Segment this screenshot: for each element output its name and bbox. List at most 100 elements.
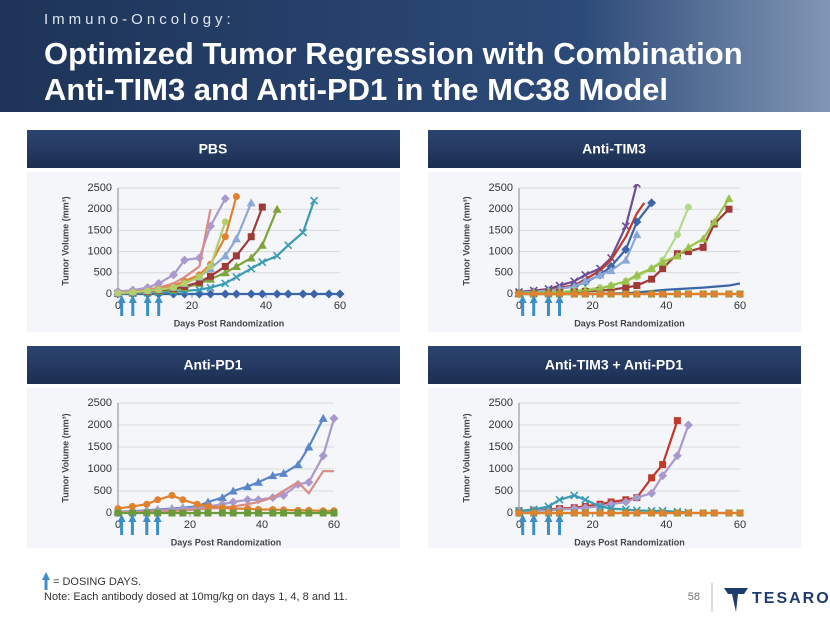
chart-area <box>428 388 801 548</box>
data-point <box>725 509 733 517</box>
data-point <box>243 482 253 491</box>
title-line: Optimized Tumor Regression with Combinat… <box>44 36 743 71</box>
data-point <box>596 509 604 517</box>
data-point <box>144 287 152 295</box>
dosing-arrow <box>544 295 553 316</box>
data-point <box>168 491 176 499</box>
dosing-arrow <box>142 514 151 535</box>
data-point <box>293 460 303 469</box>
data-point <box>683 420 693 430</box>
data-point <box>658 257 668 266</box>
data-point <box>253 477 263 486</box>
data-point <box>246 198 256 207</box>
data-point <box>570 491 579 500</box>
chart-area <box>27 388 400 548</box>
data-point <box>659 509 667 517</box>
data-point <box>181 279 189 287</box>
data-point <box>193 500 201 508</box>
x-tick-label: 20 <box>184 519 196 531</box>
data-point <box>569 281 579 290</box>
y-tick-label: 2500 <box>489 397 513 409</box>
data-point <box>330 509 338 517</box>
legend-text: = DOSING DAYS. <box>53 576 141 588</box>
data-point <box>169 270 178 280</box>
x-tick-label: 40 <box>660 300 672 312</box>
data-point <box>622 290 630 298</box>
panel-title: Anti-PD1 <box>183 357 242 373</box>
x-tick-label: 60 <box>328 519 340 531</box>
x-tick-label: 40 <box>260 300 272 312</box>
data-point <box>114 289 122 297</box>
dosing-arrow <box>544 514 553 535</box>
data-point <box>218 504 226 512</box>
data-point <box>596 290 604 298</box>
data-point <box>254 509 262 517</box>
y-tick-label: 500 <box>94 267 112 279</box>
data-point <box>556 290 564 298</box>
data-point <box>580 276 590 285</box>
y-tick-label: 0 <box>507 507 513 519</box>
data-point <box>228 486 238 495</box>
data-point <box>154 278 164 288</box>
data-point <box>672 451 682 461</box>
data-point <box>232 252 240 260</box>
data-point <box>155 286 163 294</box>
data-point <box>298 228 308 237</box>
data-point <box>258 203 266 211</box>
panel-header <box>27 346 400 384</box>
dosing-arrow <box>529 295 538 316</box>
data-point <box>329 413 339 423</box>
data-point <box>658 471 668 481</box>
data-point <box>684 290 692 298</box>
data-point <box>673 417 681 425</box>
data-point <box>683 242 693 251</box>
plot <box>514 417 744 517</box>
data-point <box>648 290 656 298</box>
data-point <box>179 496 187 504</box>
dosing-arrow <box>555 295 564 316</box>
panel-header <box>27 130 400 168</box>
data-point <box>294 509 302 517</box>
page-number: 58 <box>688 591 700 603</box>
data-point <box>710 509 718 517</box>
data-point <box>659 265 667 273</box>
data-point <box>229 509 237 517</box>
note: Note: Each antibody dosed at 10mg/kg on … <box>44 591 348 603</box>
data-point <box>180 255 190 265</box>
data-point <box>647 264 657 273</box>
data-point <box>206 289 215 299</box>
data-point <box>622 284 630 292</box>
data-point <box>246 253 256 262</box>
data-point <box>736 290 744 298</box>
data-point <box>207 272 214 280</box>
y-tick-label: 2000 <box>489 203 513 215</box>
data-point <box>659 461 667 469</box>
data-point <box>581 290 589 298</box>
data-point <box>272 204 282 213</box>
y-tick-label: 1000 <box>489 463 513 475</box>
data-point <box>621 244 631 254</box>
data-point <box>672 251 682 260</box>
data-point <box>632 230 642 239</box>
data-point <box>673 509 681 517</box>
data-point <box>324 289 334 299</box>
data-point <box>725 290 733 298</box>
y-tick-label: 0 <box>507 288 513 300</box>
data-point <box>684 248 692 256</box>
data-point <box>632 217 642 227</box>
data-point <box>128 509 136 517</box>
data-point <box>304 477 314 487</box>
x-tick-label: 40 <box>256 519 268 531</box>
data-point <box>195 278 203 286</box>
data-point <box>257 240 267 249</box>
data-point <box>221 279 230 288</box>
data-point <box>555 495 564 504</box>
dosing-arrow <box>143 295 152 316</box>
x-axis-title: Days Post Randomization <box>174 318 285 328</box>
data-point <box>269 509 277 517</box>
x-tick-label: 60 <box>734 519 746 531</box>
data-point <box>607 290 615 298</box>
y-tick-label: 1500 <box>489 441 513 453</box>
data-point <box>231 234 241 243</box>
